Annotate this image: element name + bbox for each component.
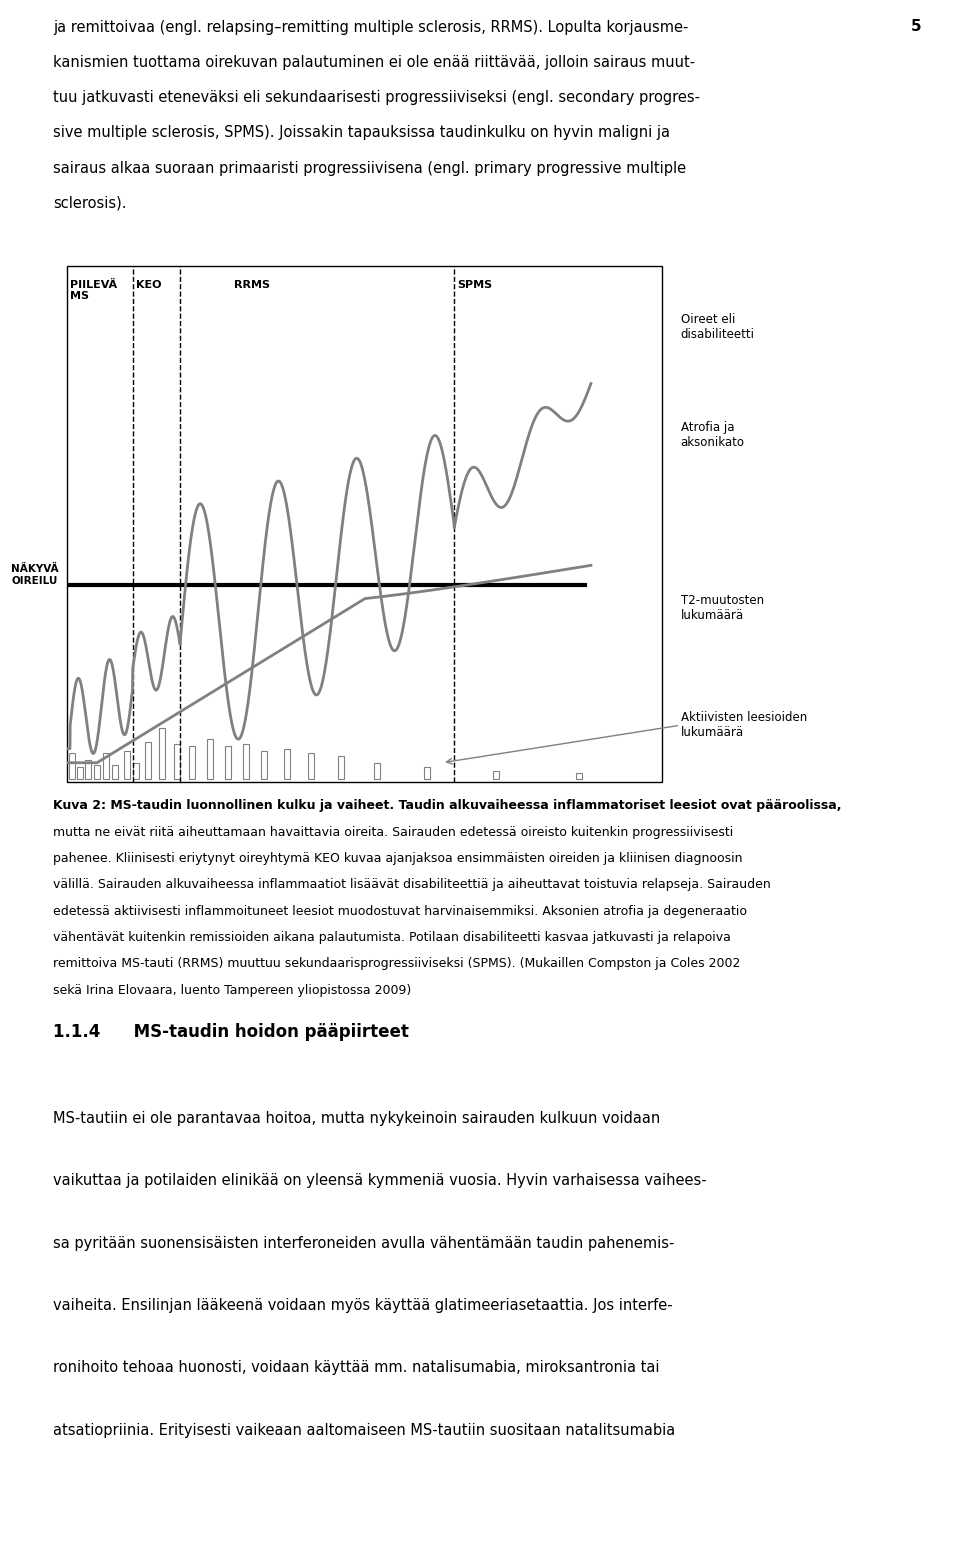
Text: RRMS: RRMS <box>234 280 270 289</box>
Bar <box>111 766 118 780</box>
Text: ja remittoivaa (engl. relapsing–remitting multiple sclerosis, RRMS). Lopulta kor: ja remittoivaa (engl. relapsing–remittin… <box>53 20 688 34</box>
Text: sekä Irina Elovaara, luento Tampereen yliopistossa 2009): sekä Irina Elovaara, luento Tampereen yl… <box>53 983 411 997</box>
Text: Kuva 2: MS-taudin luonnollinen kulku ja vaiheet. Taudin alkuvaiheessa inflammato: Kuva 2: MS-taudin luonnollinen kulku ja … <box>53 799 841 813</box>
Text: KEO: KEO <box>135 280 161 289</box>
Bar <box>103 753 108 780</box>
Bar <box>338 756 344 780</box>
Text: T2-muutosten
lukumäärä: T2-muutosten lukumäärä <box>681 594 764 622</box>
Bar <box>424 767 430 780</box>
Text: SPMS: SPMS <box>457 280 492 289</box>
Bar <box>576 772 582 780</box>
Text: atsatiopriinia. Erityisesti vaikeaan aaltomaiseen MS-tautiin suositaan natalitsu: atsatiopriinia. Erityisesti vaikeaan aal… <box>53 1422 675 1438</box>
Bar <box>373 763 380 780</box>
Text: MS-tautiin ei ole parantavaa hoitoa, mutta nykykeinoin sairauden kulkuun voidaan: MS-tautiin ei ole parantavaa hoitoa, mut… <box>53 1111 660 1125</box>
Text: sclerosis).: sclerosis). <box>53 195 127 211</box>
Bar <box>243 744 249 780</box>
Text: vaiheita. Ensilinjan lääkeenä voidaan myös käyttää glatimeeriasetaattia. Jos int: vaiheita. Ensilinjan lääkeenä voidaan my… <box>53 1297 672 1313</box>
Bar <box>225 747 230 780</box>
Bar <box>284 749 291 780</box>
Text: PIILEVÄ
MS: PIILEVÄ MS <box>70 280 117 302</box>
Text: pahenee. Kliinisesti eriytynyt oireyhtymä KEO kuvaa ajanjaksoa ensimmäisten oire: pahenee. Kliinisesti eriytynyt oireyhtym… <box>53 852 742 864</box>
Bar <box>175 744 180 780</box>
Bar <box>94 766 100 780</box>
Bar <box>145 742 151 780</box>
Text: sive multiple sclerosis, SPMS). Joissakin tapauksissa taudinkulku on hyvin malig: sive multiple sclerosis, SPMS). Joissaki… <box>53 125 670 141</box>
Text: välillä. Sairauden alkuvaiheessa inflammaatiot lisäävät disabiliteettiä ja aiheu: välillä. Sairauden alkuvaiheessa inflamm… <box>53 878 771 891</box>
Text: sa pyritään suonensisäisten interferoneiden avulla vähentämään taudin pahenemis-: sa pyritään suonensisäisten interferonei… <box>53 1235 674 1250</box>
Text: mutta ne eivät riitä aiheuttamaan havaittavia oireita. Sairauden edetessä oireis: mutta ne eivät riitä aiheuttamaan havait… <box>53 825 733 839</box>
Text: Atrofia ja
aksonikato: Atrofia ja aksonikato <box>681 420 745 449</box>
Text: ronihoito tehoaa huonosti, voidaan käyttää mm. natalisumabia, miroksantronia tai: ronihoito tehoaa huonosti, voidaan käytt… <box>53 1360 660 1375</box>
Text: Aktiivisten leesioiden
lukumäärä: Aktiivisten leesioiden lukumäärä <box>681 711 807 739</box>
Bar <box>492 771 499 780</box>
Bar <box>308 753 314 780</box>
Text: NÄKYVÄ
OIREILU: NÄKYVÄ OIREILU <box>11 564 59 586</box>
Bar <box>159 728 165 780</box>
Text: kanismien tuottama oirekuvan palautuminen ei ole enää riittävää, jolloin sairaus: kanismien tuottama oirekuvan palautumine… <box>53 55 695 70</box>
Text: vähentävät kuitenkin remissioiden aikana palautumista. Potilaan disabiliteetti k: vähentävät kuitenkin remissioiden aikana… <box>53 932 731 944</box>
Text: Oireet eli
disabiliteetti: Oireet eli disabiliteetti <box>681 313 755 341</box>
Bar <box>189 747 195 780</box>
Text: 1.1.4  MS-taudin hoidon pääpiirteet: 1.1.4 MS-taudin hoidon pääpiirteet <box>53 1024 409 1041</box>
Text: remittoiva MS-tauti (RRMS) muuttuu sekundaarisprogressiiviseksi (SPMS). (Mukaill: remittoiva MS-tauti (RRMS) muuttuu sekun… <box>53 958 740 971</box>
Bar <box>132 763 138 780</box>
Bar <box>85 761 91 780</box>
Text: vaikuttaa ja potilaiden elinikää on yleensä kymmeniä vuosia. Hyvin varhaisessa v: vaikuttaa ja potilaiden elinikää on ylee… <box>53 1174 707 1188</box>
Bar <box>78 767 84 780</box>
Bar <box>124 752 130 780</box>
Bar <box>260 752 267 780</box>
Text: sairaus alkaa suoraan primaaristi progressiivisena (engl. primary progressive mu: sairaus alkaa suoraan primaaristi progre… <box>53 161 686 175</box>
Text: tuu jatkuvasti eteneväksi eli sekundaarisesti progressiiviseksi (engl. secondary: tuu jatkuvasti eteneväksi eli sekundaari… <box>53 91 700 105</box>
Bar <box>207 739 213 780</box>
Bar <box>69 753 75 780</box>
Text: edetessä aktiivisesti inflammoituneet leesiot muodostuvat harvinaisemmiksi. Akso: edetessä aktiivisesti inflammoituneet le… <box>53 905 747 917</box>
Text: 5: 5 <box>911 19 922 34</box>
